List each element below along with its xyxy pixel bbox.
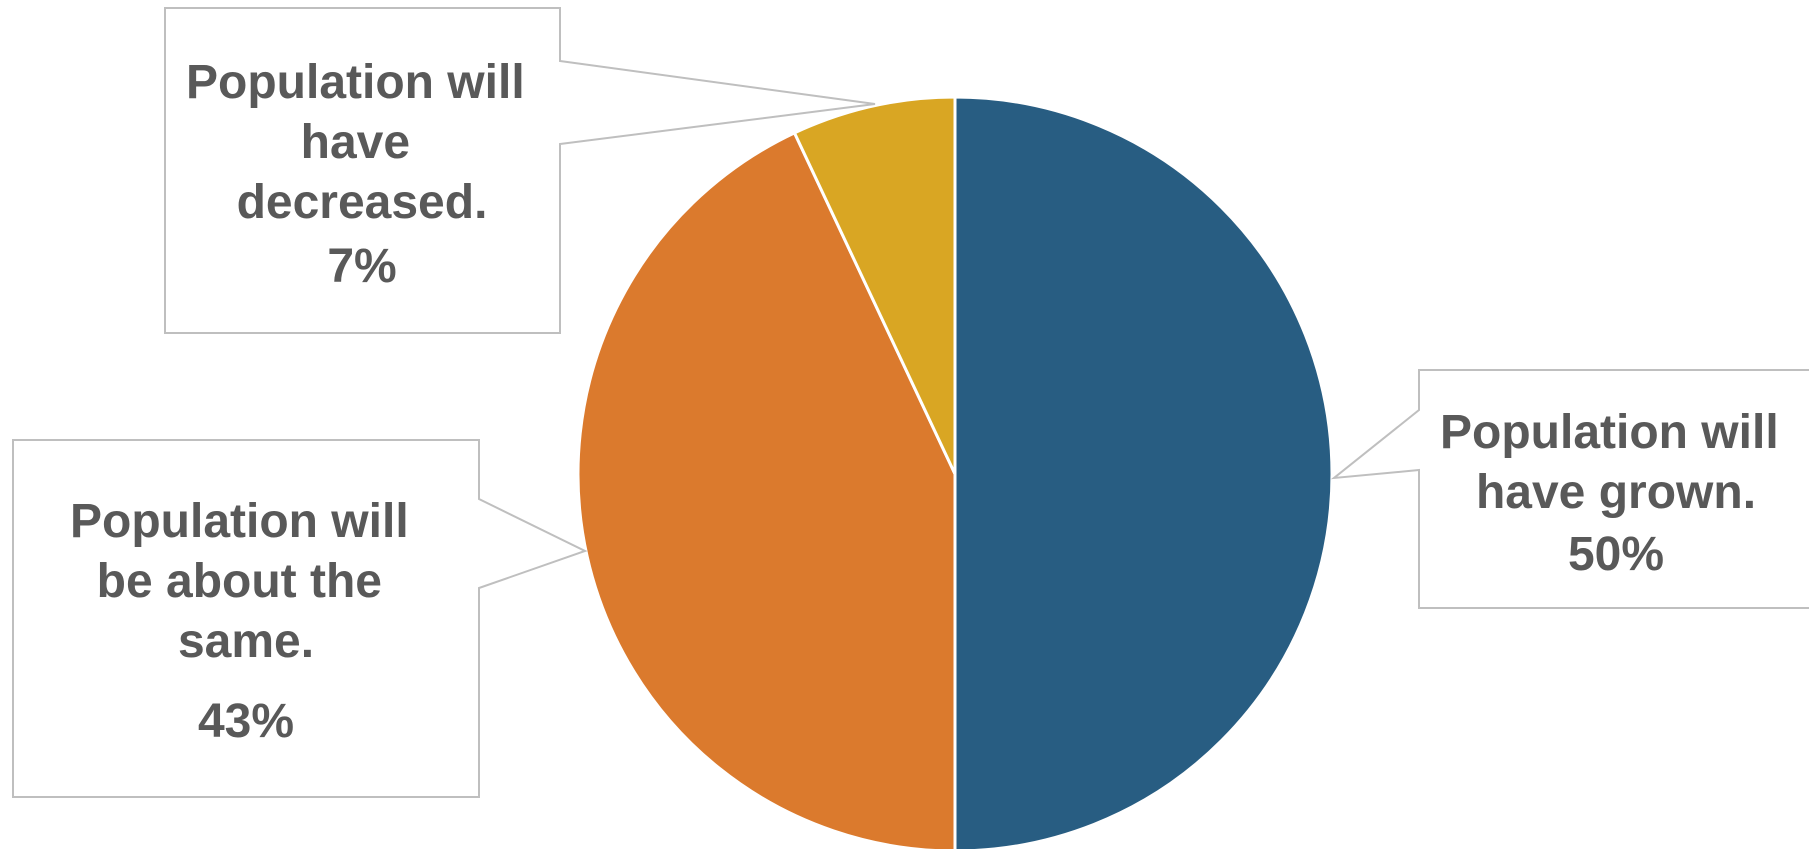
callout-decreased-label: Population will have decreased. (186, 56, 538, 229)
callout-same-label: Population will be about the same. (70, 495, 422, 668)
pie-slice-same (576, 131, 957, 849)
callout-grown-label: Population will have grown. (1440, 406, 1792, 519)
callout-decreased-value: 7% (327, 240, 396, 293)
callout-grown-value: 50% (1568, 528, 1664, 581)
callout-same-box (12, 439, 588, 798)
callout-grown-box (1330, 369, 1809, 609)
pie-slice-decreased (792, 95, 957, 476)
pie-slice-grown (953, 95, 1334, 849)
callout-grown: Population will have grown. 50% (1330, 369, 1809, 609)
pie-slices (576, 95, 1334, 849)
callout-decreased-box (164, 7, 876, 334)
callout-same-value: 43% (198, 695, 294, 748)
data-label-callouts: Population will have grown. 50% Populati… (12, 7, 1809, 798)
callout-same: Population will be about the same. 43% (12, 439, 588, 798)
callout-decreased: Population will have decreased. 7% (164, 7, 876, 334)
